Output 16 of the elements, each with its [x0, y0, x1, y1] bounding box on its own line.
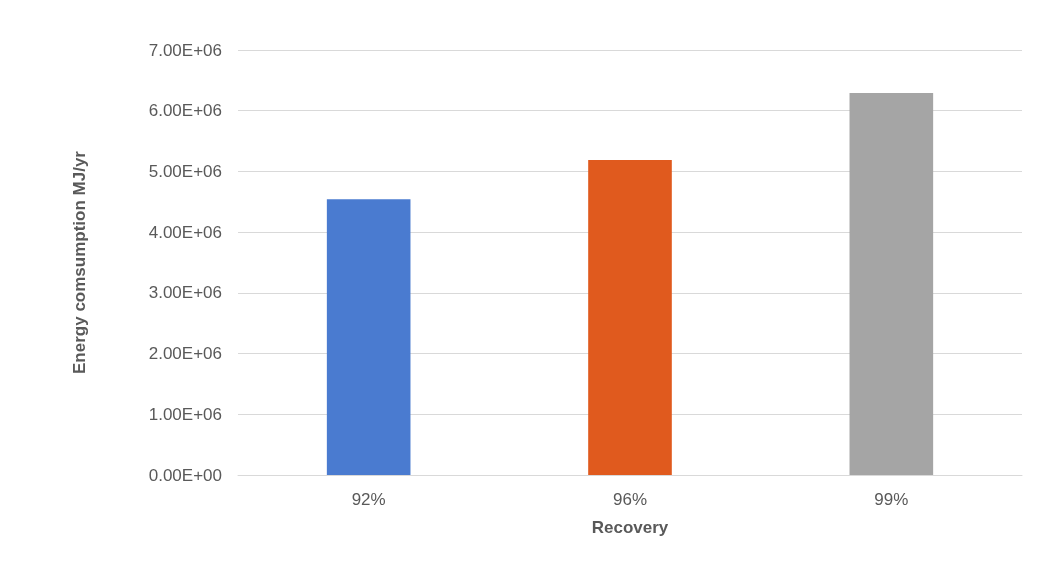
y-tick-label: 5.00E+06	[148, 161, 222, 181]
y-tick-label: 7.00E+06	[148, 40, 222, 60]
x-axis-title: Recovery	[591, 518, 669, 537]
y-tick-label: 1.00E+06	[148, 404, 222, 424]
bar	[326, 199, 411, 475]
y-tick-label: 4.00E+06	[148, 222, 222, 242]
y-tick-label: 2.00E+06	[148, 344, 222, 364]
bar	[849, 93, 934, 475]
y-tick-label: 3.00E+06	[148, 283, 222, 303]
x-tick-label: 99%	[874, 490, 909, 509]
y-tick-label: 6.00E+06	[148, 101, 222, 121]
x-tick-label: 96%	[612, 490, 648, 509]
x-tick-label: 92%	[351, 490, 386, 509]
bar	[588, 159, 672, 475]
y-tick-label: 0.00E+00	[148, 465, 222, 485]
y-axis-title: Energy comsumption MJ/yr	[70, 150, 89, 374]
